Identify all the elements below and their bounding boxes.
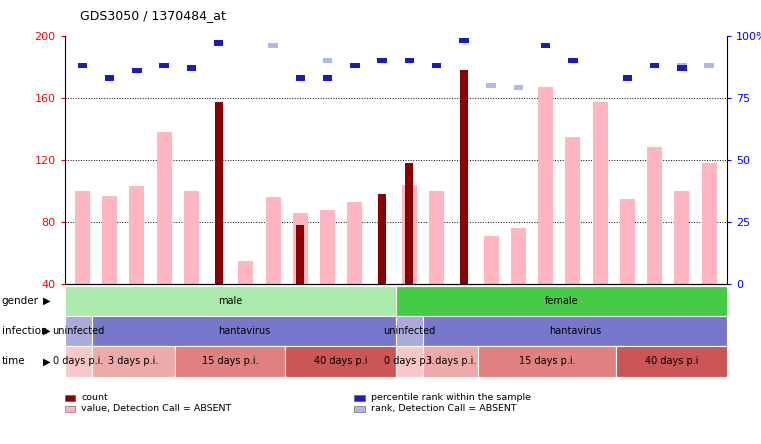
Text: hantavirus: hantavirus — [549, 326, 601, 336]
Bar — [78, 63, 88, 68]
Bar — [238, 261, 253, 284]
Bar — [538, 87, 553, 284]
Bar — [129, 186, 145, 284]
Text: uninfected: uninfected — [53, 326, 104, 336]
Text: value, Detection Call = ABSENT: value, Detection Call = ABSENT — [81, 404, 231, 413]
Bar — [323, 75, 333, 80]
Text: uninfected: uninfected — [384, 326, 435, 336]
Text: ▶: ▶ — [43, 296, 51, 306]
Bar — [405, 163, 413, 284]
Text: percentile rank within the sample: percentile rank within the sample — [371, 393, 530, 402]
Text: female: female — [544, 296, 578, 306]
Bar — [459, 38, 469, 43]
Text: ▶: ▶ — [43, 357, 51, 366]
Text: gender: gender — [2, 296, 39, 306]
Bar — [568, 58, 578, 63]
Bar — [78, 63, 88, 68]
Text: rank, Detection Call = ABSENT: rank, Detection Call = ABSENT — [371, 404, 516, 413]
Text: 3 days p.i.: 3 days p.i. — [109, 357, 159, 366]
Bar — [541, 43, 550, 48]
Bar — [593, 103, 607, 284]
Bar — [483, 236, 498, 284]
Bar — [157, 132, 172, 284]
Bar — [565, 137, 581, 284]
Text: 40 days p.i: 40 days p.i — [645, 357, 699, 366]
Bar — [377, 58, 387, 63]
Bar — [702, 163, 717, 284]
Text: time: time — [2, 357, 25, 366]
Bar — [75, 191, 90, 284]
Text: 0 days p.i.: 0 days p.i. — [384, 357, 435, 366]
Bar — [677, 63, 686, 68]
Bar — [647, 147, 662, 284]
Text: hantavirus: hantavirus — [218, 326, 270, 336]
Text: 15 days p.i.: 15 days p.i. — [202, 357, 259, 366]
Bar — [105, 75, 114, 80]
Bar — [215, 103, 223, 284]
Bar — [102, 195, 117, 284]
Bar — [619, 199, 635, 284]
Text: ▶: ▶ — [43, 326, 51, 336]
Bar — [159, 63, 169, 68]
Text: 0 days p.i.: 0 days p.i. — [53, 357, 103, 366]
Text: 40 days p.i: 40 days p.i — [314, 357, 368, 366]
Bar — [214, 40, 224, 46]
Bar — [184, 191, 199, 284]
Bar — [293, 213, 308, 284]
Bar — [486, 83, 496, 88]
Bar — [674, 191, 689, 284]
Text: 3 days p.i.: 3 days p.i. — [425, 357, 476, 366]
Bar — [431, 63, 441, 68]
Bar — [323, 58, 333, 63]
Bar — [511, 228, 526, 284]
Bar — [650, 63, 659, 68]
Text: infection: infection — [2, 326, 47, 336]
Bar — [405, 58, 414, 63]
Bar — [514, 85, 523, 91]
Bar — [677, 65, 686, 71]
Bar — [186, 65, 196, 71]
Bar — [460, 70, 468, 284]
Bar — [350, 63, 360, 68]
Bar — [347, 202, 362, 284]
Text: count: count — [81, 393, 108, 402]
Bar — [132, 67, 142, 73]
Bar — [378, 194, 387, 284]
Bar — [320, 210, 335, 284]
Text: male: male — [218, 296, 242, 306]
Bar — [622, 75, 632, 80]
Text: 15 days p.i.: 15 days p.i. — [519, 357, 576, 366]
Bar — [296, 225, 304, 284]
Bar — [266, 197, 281, 284]
Text: GDS3050 / 1370484_at: GDS3050 / 1370484_at — [80, 9, 226, 22]
Bar — [704, 63, 714, 68]
Bar — [402, 185, 417, 284]
Bar — [429, 191, 444, 284]
Bar — [295, 75, 305, 80]
Bar — [269, 43, 278, 48]
